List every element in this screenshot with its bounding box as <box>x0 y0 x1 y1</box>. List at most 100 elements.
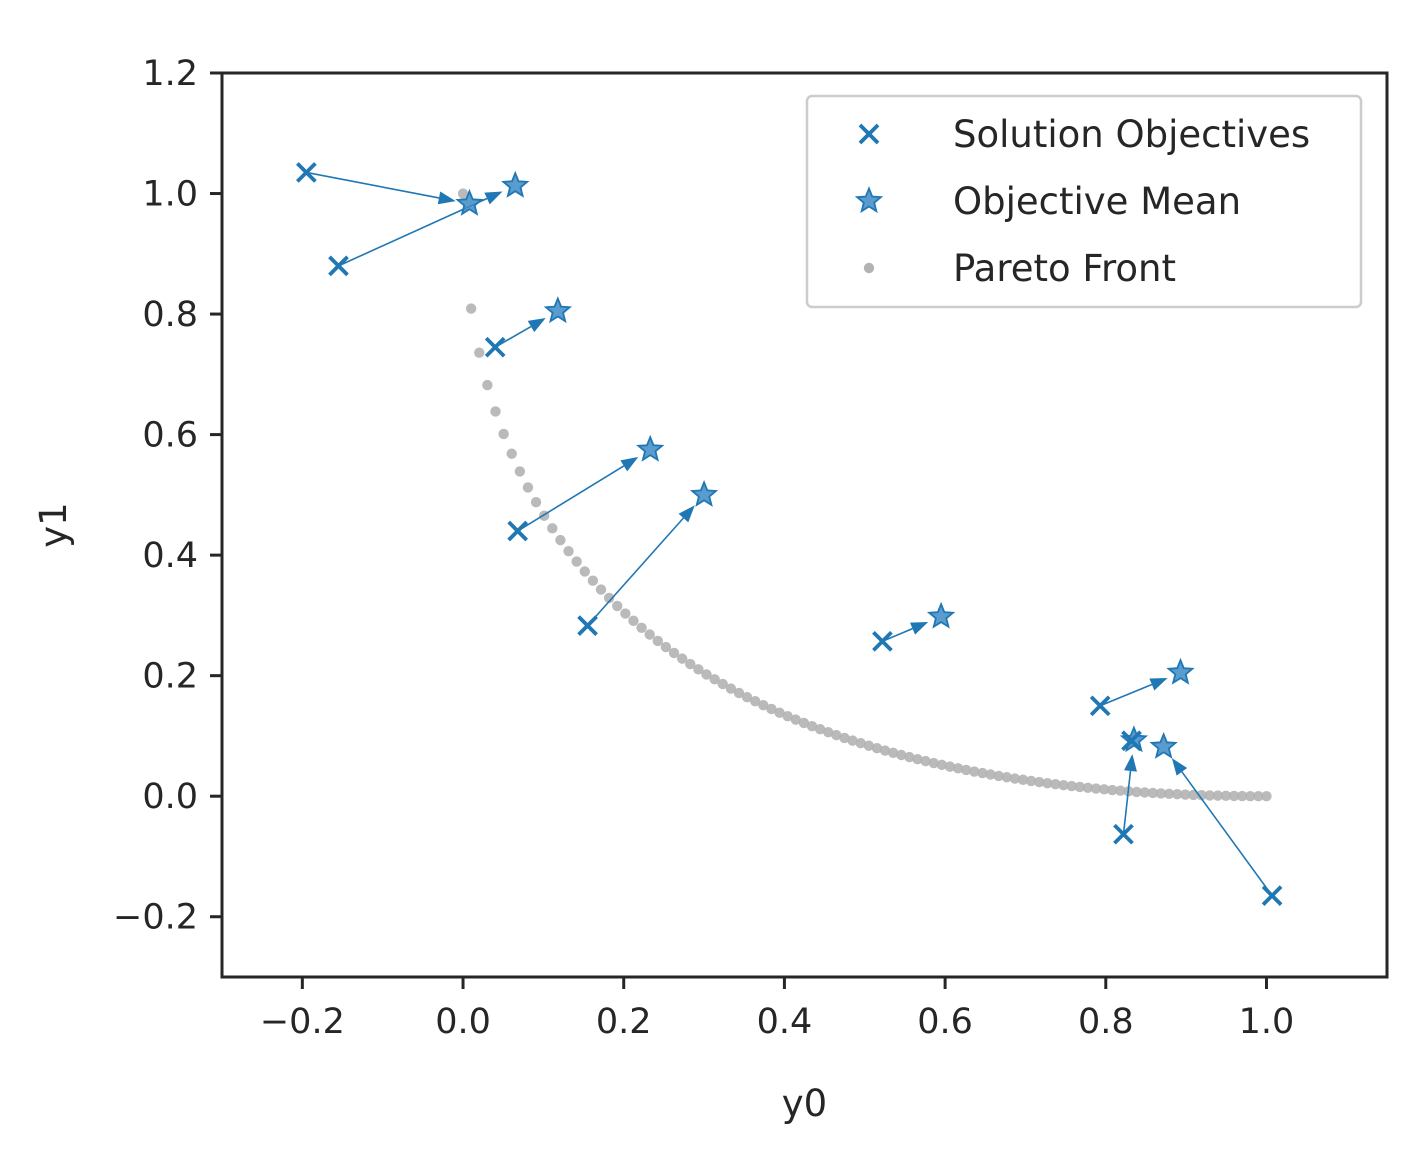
pareto-front-point <box>498 428 509 440</box>
pareto-front-point <box>1172 789 1183 800</box>
solution-objective-point <box>328 255 349 277</box>
pareto-front-point <box>1098 784 1110 795</box>
pareto-front-point <box>612 600 623 612</box>
pareto-front-point <box>977 767 988 779</box>
pareto-front-point <box>879 745 891 756</box>
x-tick-label: 0.6 <box>917 1002 973 1042</box>
objective-mean-point <box>455 188 484 216</box>
pareto-front-point <box>1009 773 1021 784</box>
solution-objective-point <box>484 336 506 358</box>
pareto-front-point <box>774 707 785 718</box>
pareto-front-point <box>1196 789 1207 801</box>
pareto-front-point <box>1139 787 1150 798</box>
pareto-front-point <box>1066 780 1077 792</box>
pareto-front-point <box>514 466 526 477</box>
pareto-front-point <box>1253 790 1264 802</box>
pareto-front-point <box>1107 784 1118 796</box>
pareto-front-point <box>733 687 745 699</box>
pareto-front-point <box>620 608 631 619</box>
pareto-front-point <box>1082 782 1094 793</box>
y-tick-label: 1.0 <box>142 175 198 215</box>
pareto-front-point <box>798 717 810 729</box>
pareto-front-point <box>1090 783 1102 794</box>
pareto-front-point <box>482 379 493 391</box>
pareto-front-point <box>1050 778 1061 790</box>
pareto-front-point <box>1017 774 1029 785</box>
objective-mean-point <box>1166 657 1195 685</box>
pareto-front-point <box>928 757 939 769</box>
solution-objective-point <box>577 615 598 636</box>
pareto-front-point <box>904 751 915 763</box>
x-tick-label: 0.2 <box>596 1002 652 1042</box>
pareto-front-point <box>571 556 582 567</box>
y-tick-label: 1.2 <box>142 54 198 94</box>
legend-mean-marker <box>854 186 884 214</box>
pareto-front-point <box>1025 775 1037 787</box>
pareto-front-point <box>1074 781 1086 793</box>
pareto-front-point <box>814 724 826 735</box>
pareto-front-point <box>668 647 680 659</box>
arrow <box>1171 758 1273 897</box>
pareto-front-point <box>961 764 972 776</box>
pareto-front-point <box>823 727 834 738</box>
pareto-front-point <box>1212 790 1223 801</box>
objective-mean-point <box>636 434 665 462</box>
solution-objective-point <box>872 630 893 652</box>
x-tick-label: 0.8 <box>1078 1002 1134 1042</box>
y-tick-label: −0.2 <box>113 898 198 938</box>
pareto-front-point <box>1228 790 1240 802</box>
pareto-front-point <box>1180 789 1191 800</box>
pareto-front-point <box>1204 790 1215 801</box>
pareto-front-point <box>701 669 712 680</box>
pareto-front-point <box>685 658 696 670</box>
pareto-front-point <box>603 592 615 604</box>
x-tick-label: 0.0 <box>435 1002 491 1042</box>
pareto-front-point <box>871 742 883 754</box>
pareto-front-point <box>693 664 704 675</box>
pareto-front-point <box>709 674 720 685</box>
legend-label-solution: Solution Objectives <box>953 113 1310 156</box>
pareto-front-point <box>944 761 956 772</box>
legend-star-mark <box>854 186 884 214</box>
solution-objectives-layer <box>296 162 1283 906</box>
objective-mean-point <box>501 170 530 198</box>
pareto-front-point <box>993 770 1004 782</box>
solution-objective-point <box>1089 695 1111 717</box>
pareto-front-point <box>587 575 599 586</box>
pareto-front-point <box>920 755 931 767</box>
pareto-front-point <box>863 740 875 751</box>
pareto-front-point <box>457 188 469 199</box>
y-axis-title: y1 <box>32 502 75 547</box>
pareto-front-point <box>1001 772 1012 783</box>
arrow <box>306 171 456 205</box>
pareto-front-point <box>1034 776 1045 788</box>
arrow <box>517 456 639 532</box>
pareto-front-point <box>1163 788 1175 800</box>
pareto-front-point <box>1131 786 1142 798</box>
pareto-front-point <box>969 766 980 777</box>
pareto-front-point <box>1220 790 1232 802</box>
y-tick-label: 0.2 <box>142 657 198 697</box>
pareto-front-point <box>1245 790 1256 802</box>
arrow <box>1122 754 1137 835</box>
pareto-front-point <box>847 735 858 746</box>
pareto-front-point <box>644 629 655 640</box>
pareto-front-point <box>831 729 842 741</box>
legend-x-mark <box>858 123 880 145</box>
pareto-front-point <box>912 753 923 765</box>
pareto-front-point <box>725 683 737 694</box>
plot-frame <box>220 71 1389 979</box>
pareto-front-point <box>749 696 761 707</box>
pareto-front-point <box>474 347 485 358</box>
pareto-front-point <box>790 714 801 725</box>
tick-layer: −0.2 0.0 0.2 0.4 0.6 0.8 1.0 −0.2 0.0 0.2 0.4 0.6 0.… <box>113 54 1294 1042</box>
objective-mean-point <box>689 479 719 507</box>
pareto-front-point <box>555 534 566 546</box>
pareto-front-point <box>490 406 501 417</box>
pareto-front-point <box>1147 787 1159 799</box>
x-tick-label: −0.2 <box>260 1002 345 1042</box>
pareto-front-point <box>636 622 647 634</box>
pareto-front-point <box>717 678 728 690</box>
pareto-front-point <box>1236 790 1248 802</box>
